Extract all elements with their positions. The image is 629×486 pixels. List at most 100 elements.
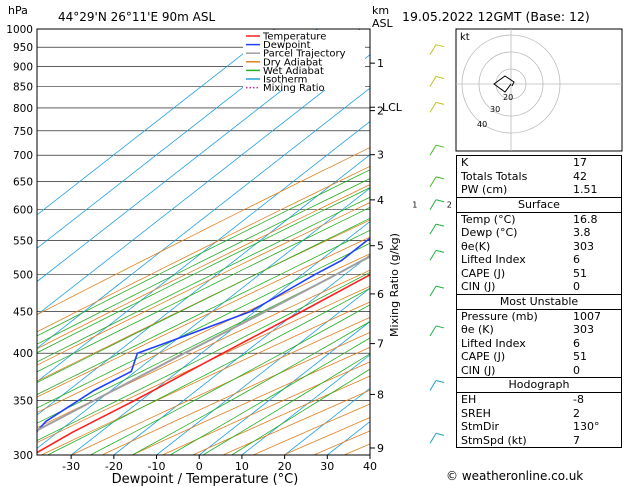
footer-credit: © weatheronline.co.uk [446, 469, 584, 483]
isotherm-line [37, 54, 370, 316]
index-row: EH -8 [457, 392, 621, 407]
dry-adiabat-line [37, 147, 370, 316]
index-row: CIN (J) 0 [457, 280, 621, 294]
index-label: StmSpd (kt) [461, 433, 527, 447]
index-label: SREH [461, 406, 491, 420]
hodograph-header: Hodograph [457, 377, 621, 392]
index-row: Lifted Index 6 [457, 337, 621, 351]
index-label: θe (K) [461, 323, 494, 336]
pressure-tick-label: 300 [13, 450, 33, 462]
index-label: EH [461, 393, 477, 406]
index-value: 16.8 [573, 212, 598, 226]
legend-label: Wet Adiabat [263, 66, 324, 77]
dry-adiabat-line [37, 285, 370, 443]
wet-adiabat-line [37, 178, 370, 345]
index-label: StmDir [461, 420, 500, 433]
x-tick-label: 10 [235, 460, 249, 473]
wind-barb-flag [435, 199, 445, 203]
index-value: 1007 [573, 309, 601, 323]
x-tick-label: 0 [196, 460, 203, 473]
x-tick-label: -30 [62, 460, 80, 473]
isotherm-line [37, 187, 370, 449]
legend-label: Isotherm [263, 75, 307, 86]
index-value: 6 [573, 336, 580, 350]
pressure-tick-label: 700 [13, 150, 33, 162]
pressure-tick-label: 1000 [6, 24, 33, 36]
pressure-tick-label: 850 [13, 82, 33, 94]
index-row: Pressure (mb) 1007 [457, 308, 621, 324]
hodograph-frame [455, 28, 623, 152]
km-tick-label: 9 [377, 442, 384, 455]
x-axis-label: Dewpoint / Temperature (°C) [112, 472, 299, 486]
hpa-label: hPa [8, 4, 28, 17]
wind-barb [429, 199, 437, 211]
x-tick-label: -20 [105, 460, 123, 473]
km-tick-label: 1 [377, 57, 384, 70]
index-value: 0 [573, 363, 580, 377]
dry-adiabat-line [101, 331, 370, 455]
legend-label: Dewpoint [263, 40, 311, 51]
km-tick-label: 6 [377, 288, 384, 301]
index-label: CIN (J) [461, 363, 496, 377]
index-row: Lifted Index 6 [457, 253, 621, 267]
pressure-tick-label: 650 [13, 176, 33, 188]
lcl-label: LCL [382, 101, 403, 114]
asl-label: ASL [372, 17, 394, 30]
index-label: Temp (°C) [461, 212, 516, 226]
dry-adiabat-line [71, 316, 370, 455]
isotherm-line [156, 287, 370, 455]
wind-barb [429, 176, 437, 188]
wet-adiabat-line [37, 169, 370, 337]
wind-barb [429, 223, 437, 235]
index-value: 17 [573, 156, 587, 169]
index-row: StmDir 130° [457, 420, 621, 434]
wind-barb [429, 144, 437, 156]
mixing-ratio-label: 2 [447, 201, 452, 210]
wet-adiabat-line [90, 304, 370, 455]
index-label: Totals Totals [461, 169, 528, 183]
wind-barb-flag [435, 249, 445, 253]
wind-barb [429, 380, 437, 391]
hodograph-ring-label: 40 [477, 120, 487, 129]
isotherm-line [198, 321, 370, 455]
location-title: 44°29'N 26°11'E 90m ASL [58, 10, 215, 24]
most-unstable-header: Most Unstable [457, 293, 621, 309]
plot-frame [36, 28, 371, 456]
pressure-tick-label: 900 [13, 61, 33, 73]
wind-barb [429, 102, 437, 113]
hodograph-trace [493, 75, 515, 93]
pressure-tick-label: 550 [13, 236, 33, 248]
mixing-ratio-axis-label: Mixing Ratio (g/kg) [388, 233, 401, 337]
index-row: StmSpd (kt) 7 [457, 434, 621, 448]
wind-barb [429, 250, 437, 261]
wet-adiabat-line [37, 217, 370, 383]
index-row: CAPE (J) 51 [457, 350, 621, 364]
mixing-ratio-label: 1 [412, 201, 417, 210]
pressure-tick-label: 750 [13, 126, 33, 138]
index-label: Dewp (°C) [461, 226, 518, 239]
index-row: θe (K) 303 [457, 323, 621, 337]
hodograph-ring-label: 20 [503, 93, 513, 102]
isotherm-line [37, 29, 361, 283]
index-label: PW (cm) [461, 183, 508, 196]
dewpoint-line [37, 237, 370, 433]
index-value: 7 [573, 433, 580, 447]
index-row: θe(K) 303 [457, 240, 621, 254]
index-label: CIN (J) [461, 280, 496, 293]
isotherm-line [37, 120, 370, 383]
index-label: CAPE (J) [461, 350, 506, 363]
x-tick-label: 40 [363, 460, 377, 473]
km-tick-label: 8 [377, 388, 384, 401]
wet-adiabat-line [169, 337, 370, 455]
wind-barb-flag [435, 432, 445, 436]
wet-adiabat-line [132, 321, 370, 455]
wind-barb [429, 44, 437, 55]
dry-adiabat-line [37, 269, 370, 429]
isotherm-line [37, 29, 318, 249]
dry-adiabat-line [37, 202, 370, 366]
pressure-tick-label: 450 [13, 307, 33, 319]
km-tick-label: 7 [377, 338, 384, 351]
dry-adiabat-line [37, 184, 370, 350]
